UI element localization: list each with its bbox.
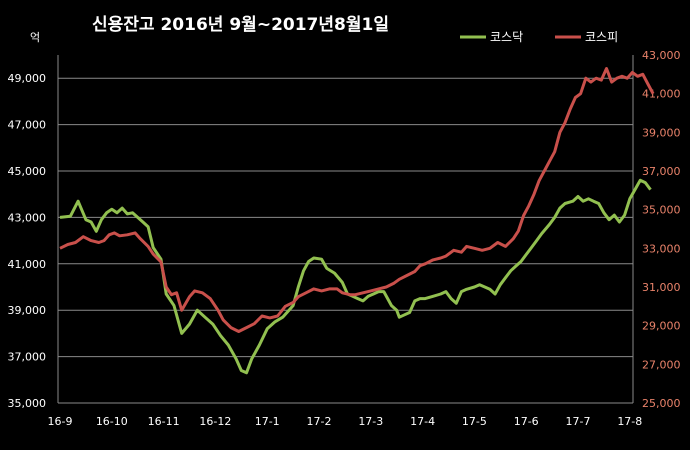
gridlines (57, 55, 634, 404)
right-tick-label: 27,000 (642, 358, 681, 371)
left-tick-label: 49,000 (8, 72, 47, 85)
right-tick-label: 31,000 (642, 281, 681, 294)
x-tick-label: 16-12 (199, 415, 231, 428)
x-tick-label: 17-2 (307, 415, 332, 428)
series-line-kosdaq (59, 178, 652, 375)
legend-label: 코스피 (585, 30, 618, 44)
left-tick-label: 39,000 (8, 304, 47, 317)
left-axis-unit: 억 (30, 31, 40, 44)
right-tick-label: 43,000 (642, 49, 681, 62)
right-tick-label: 37,000 (642, 165, 681, 178)
left-axis-ticks: 35,000 37,000 39,000 41,000 43,000 45,000 47,0… (8, 72, 47, 410)
x-tick-label: 16-10 (96, 415, 128, 428)
right-axis-ticks: 25,000 27,000 29,000 31,000 33,000 35,000 37,0… (642, 49, 681, 410)
x-tick-label: 17-8 (617, 415, 642, 428)
x-axis-ticks: 16-9 16-10 16-11 16-12 17-1 17-2 17-3 17-4 17-5 1… (48, 415, 643, 428)
series-line-kospi (59, 67, 655, 333)
x-tick-label: 17-3 (358, 415, 383, 428)
left-tick-label: 35,000 (8, 397, 47, 410)
left-tick-label: 37,000 (8, 351, 47, 364)
left-tick-label: 47,000 (8, 119, 47, 132)
right-tick-label: 25,000 (642, 397, 681, 410)
right-tick-label: 35,000 (642, 204, 681, 217)
right-tick-label: 41,000 (642, 88, 681, 101)
x-tick-label: 17-5 (462, 415, 487, 428)
right-tick-label: 33,000 (642, 242, 681, 255)
x-tick-label: 16-11 (148, 415, 180, 428)
x-tick-label: 17-1 (255, 415, 280, 428)
legend: 코스닥 코스피 (460, 30, 618, 44)
series-lines (59, 67, 655, 375)
x-tick-label: 17-4 (410, 415, 435, 428)
x-tick-label: 17-6 (514, 415, 539, 428)
chart-title: 신용잔고 2016년 9월~2017년8월1일 (92, 15, 389, 35)
right-tick-label: 39,000 (642, 126, 681, 139)
left-tick-label: 43,000 (8, 211, 47, 224)
legend-label: 코스닥 (490, 30, 523, 44)
plot-area (58, 55, 633, 403)
x-tick-label: 16-9 (48, 415, 73, 428)
right-tick-label: 29,000 (642, 320, 681, 333)
left-tick-label: 45,000 (8, 165, 47, 178)
x-tick-label: 17-7 (566, 415, 591, 428)
left-tick-label: 41,000 (8, 258, 47, 271)
